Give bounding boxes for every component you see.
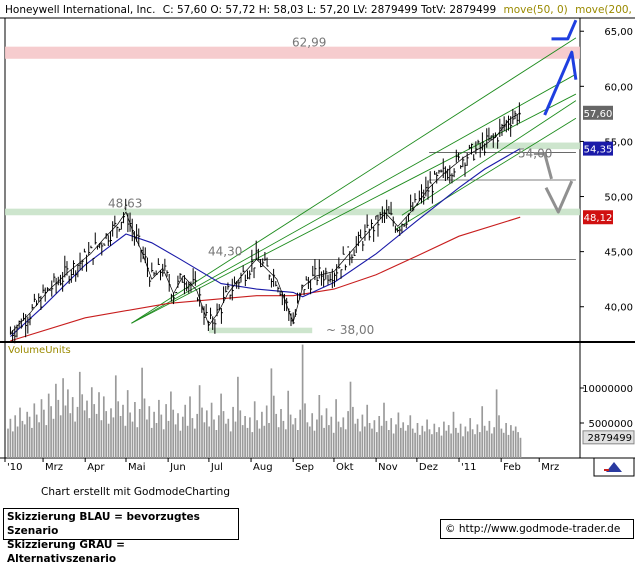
zone-green-2 [471,142,580,150]
series-layer [9,102,521,344]
annotation-label: 48,63 [108,197,142,211]
annotation-label: 62,99 [292,35,326,49]
chart-credit: Chart erstellt mit GodmodeCharting [41,486,230,498]
volume-last-badge [582,430,635,445]
trendline-3 [394,117,577,230]
x-tick-label: Jul [210,462,223,473]
blue-scenario-top-line [551,19,578,41]
annotation-label: 44,30 [208,244,242,258]
zones-layer [5,46,580,334]
annotations-layer: 62,99 48,63 44,30 54,00 ~ 38,00 [108,35,552,336]
trendline-0 [131,73,577,324]
y-tick-label: 55,00 [604,137,633,148]
scenario-legend-box: Skizzierung BLAU = bevorzugtes Szenario … [3,508,239,565]
x-tick-label: Mrz [45,462,63,473]
trendline-2 [131,37,577,324]
scenario-legend-grey: Skizzierung GRAU = Alternativszenario [7,539,125,565]
trendline-4 [401,100,577,216]
grey-scenario-line [533,152,553,180]
annotation-label: ~ 38,00 [326,323,374,337]
blue-scenario-line [543,50,578,116]
x-tick-label: Mai [128,462,146,473]
x-tick-label: Aug [253,462,273,473]
y-tick-label: 45,00 [604,248,633,259]
volume-bars-layer: VolumeUnits [7,344,522,458]
price-badge-label: 54,35 [584,145,613,156]
scroll-up-icon[interactable] [606,462,622,472]
source-url-box[interactable]: © http://www.godmode-trader.de [440,519,634,539]
header-ohlc: C: 57,60 O: 57,72 H: 58,03 L: 57,20 LV: … [163,4,496,16]
scenario-legend-blue: Skizzierung BLAU = bevorzugtes Szenario [7,511,200,537]
price-badge [583,105,613,120]
x-tick-label: Dez [419,462,438,473]
price-badge-label: 48,12 [584,213,613,224]
volume-y-tick-label: 5000000 [588,419,633,430]
axes-layer: 40,00 45,00 50,00 55,00 60,00 65,00 5000000 100… [4,27,635,473]
zone-green-1 [5,208,580,216]
y-tick-label: 65,00 [604,27,633,38]
x-tick-label: Apr [87,462,105,473]
x-tick-label: '10 [7,462,22,473]
price-line [10,112,521,334]
price-badge-label: 57,60 [584,109,613,120]
chart-canvas: VolumeUnits 40,00 45,00 50,00 55,00 60,00 65,… [0,4,635,477]
x-tick-label: Nov [378,462,398,473]
x-tick-label: Okt [336,462,354,473]
price-badge [583,210,613,225]
y-tick-label: 50,00 [604,193,633,204]
header-ma2: move(200, 0) [575,4,635,16]
x-tick-label: Sep [295,462,314,473]
x-tick-label: Jun [169,462,186,473]
source-url[interactable]: http://www.godmode-trader.de [458,523,621,535]
y-tick-label: 40,00 [604,303,633,314]
volume-title: VolumeUnits [8,345,71,356]
volume-y-tick-label: 10000000 [582,384,633,395]
zone-green-3 [208,327,313,334]
price-badge [583,141,613,156]
zone-red-0 [5,46,580,59]
scroll-widget[interactable] [593,457,635,477]
x-tick-label: Feb [503,462,521,473]
copyright-icon: © [445,523,456,535]
header-title: Honeywell International, Inc. [5,4,155,16]
horizontal-lines-layer [251,152,576,260]
price-bars [9,102,521,344]
scenario-layer [533,19,578,214]
header-line: Honeywell International, Inc. C: 57,60 O… [5,4,635,16]
ma50-line [10,148,521,337]
annotation-label: 54,00 [518,146,552,160]
grey-scenario-v-line [544,180,574,214]
x-tick-label: '11 [461,462,476,473]
badges-layer: 57,60 54,35 48,12 [583,105,613,225]
volume-last-label: 2879499 [587,433,632,444]
x-tick-label: Mrz [541,462,559,473]
y-tick-label: 60,00 [604,82,633,93]
header-ma1: move(50, 0) [504,4,568,16]
